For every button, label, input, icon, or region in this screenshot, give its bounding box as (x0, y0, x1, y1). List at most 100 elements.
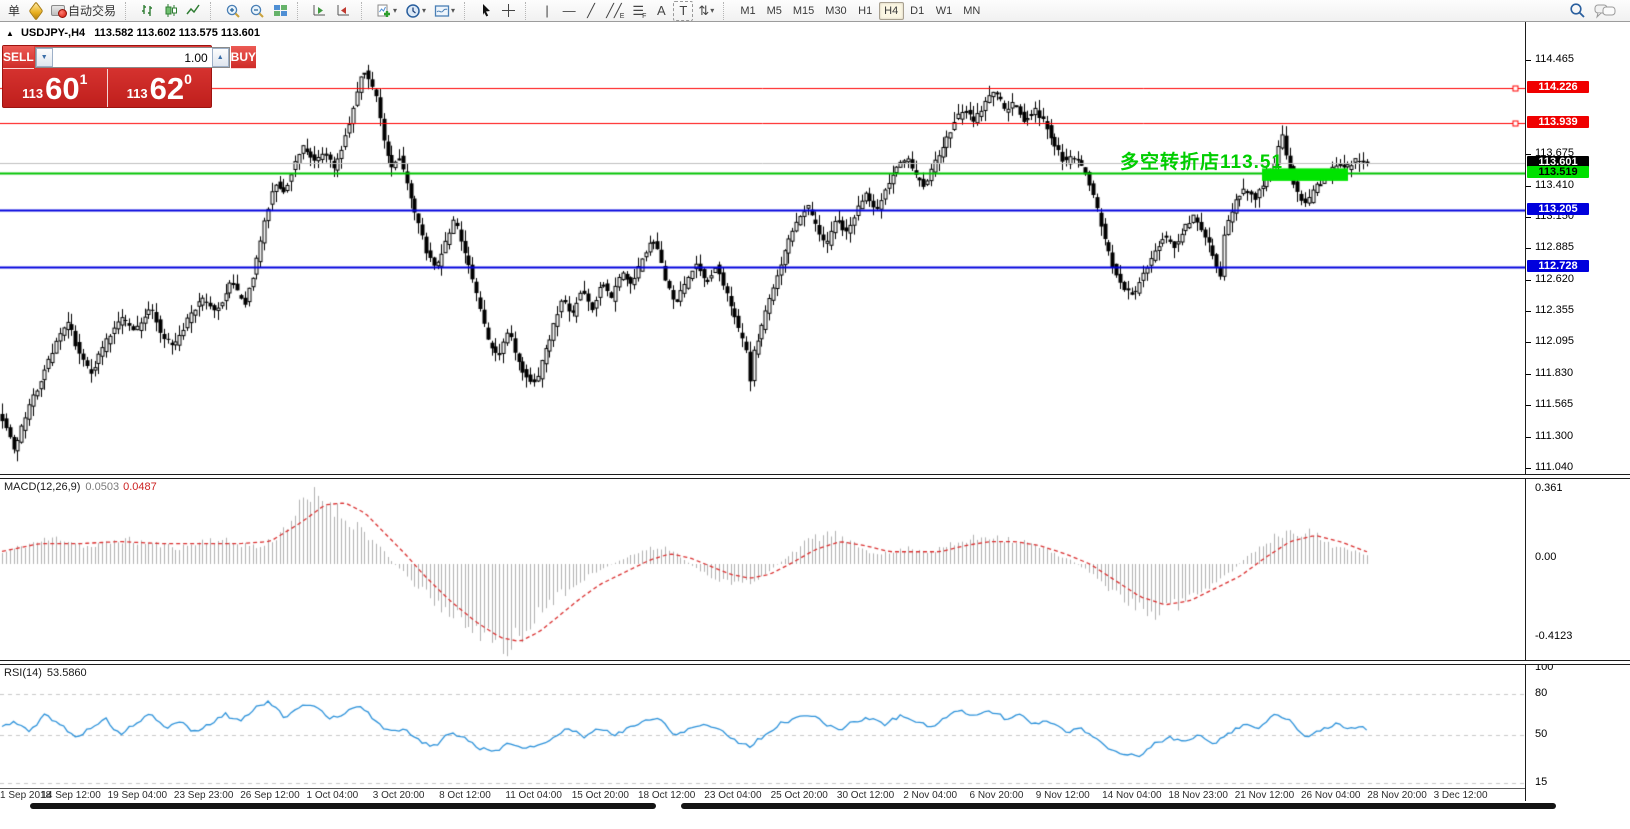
ask-big-digits: 62 (149, 71, 185, 106)
timeframe-button-W1[interactable]: W1 (935, 4, 953, 17)
macd-pane-canvas[interactable] (0, 479, 1525, 660)
crosshair-icon (502, 4, 516, 17)
price-level-label: 113.519 (1527, 165, 1589, 178)
channel-sub-letter: E (619, 12, 625, 20)
chevron-down-icon[interactable]: ▾ (422, 6, 427, 15)
price-level-label: 113.939 (1527, 115, 1589, 128)
price-axis: 114.465 113.675 113.410 113.150 112.885 112.6… (1525, 22, 1630, 801)
price-axis-tick: 111.040 (1535, 460, 1574, 473)
time-axis-label: 14 Sep 12:00 (41, 790, 101, 801)
axis-tick-mark (1526, 279, 1531, 281)
chevron-down-icon[interactable]: ▾ (710, 6, 715, 15)
macd-signal-value: 0.0487 (123, 481, 157, 493)
background-window-bar[interactable] (30, 803, 656, 809)
time-axis-label: 1 Oct 04:00 (306, 790, 359, 801)
axis-tick-mark (1526, 311, 1531, 313)
chart-title: ▲ USDJPY-,H4 113.582 113.602 113.575 113… (6, 27, 260, 39)
candlestick-chart-button[interactable] (160, 1, 181, 21)
price-level-label: 114.226 (1527, 81, 1589, 94)
fibonacci-icon: ☰ (632, 2, 645, 18)
bar-chart-button[interactable] (137, 1, 158, 21)
axis-tick-mark (1526, 216, 1531, 218)
timeframe-button-H4[interactable]: H4 (878, 1, 904, 20)
one-click-trading-panel: SELL ▼ ▲ BUY 113 60 1 113 62 0 (2, 45, 257, 108)
toolbar: 单 自动交易 (0, 0, 1630, 22)
line-chart-button[interactable] (183, 1, 204, 21)
toolbar-right-group (1569, 2, 1626, 19)
ask-sup-digit: 0 (184, 71, 192, 87)
periods-button[interactable]: ▾ (402, 1, 429, 21)
chart-shift-button[interactable] (333, 1, 355, 21)
axis-tick-mark (1526, 467, 1531, 469)
pane-divider[interactable] (0, 660, 1630, 665)
time-axis-label: 26 Nov 04:00 (1301, 790, 1361, 801)
volume-up-button[interactable]: ▲ (211, 48, 229, 67)
timeframe-button-H1[interactable]: H1 (858, 4, 873, 17)
zoom-out-button[interactable] (246, 1, 268, 21)
time-axis-label: 3 Dec 12:00 (1433, 790, 1488, 801)
time-axis-label: 21 Nov 12:00 (1234, 790, 1295, 801)
timeframe-button-M15[interactable]: M15 (792, 4, 815, 17)
arrows-tool[interactable]: ⇅ ▾ (695, 1, 717, 21)
timeframe-button-D1[interactable]: D1 (910, 4, 925, 17)
pane-divider[interactable] (0, 474, 1630, 479)
text-label-tool[interactable]: T (673, 0, 694, 21)
zoom-in-button[interactable] (222, 1, 244, 21)
cursor-button[interactable] (476, 1, 496, 21)
templates-button[interactable]: ▾ (431, 1, 458, 21)
time-axis-label: 26 Sep 12:00 (240, 790, 300, 801)
bid-price[interactable]: 113 60 1 (3, 69, 108, 107)
autotrading-label: 自动交易 (68, 4, 117, 18)
sell-button[interactable]: SELL (3, 46, 34, 69)
buy-button[interactable]: BUY (230, 46, 257, 69)
indicators-button[interactable]: ▾ (373, 1, 400, 21)
fibonacci-tool[interactable]: ☰ F (629, 1, 649, 21)
ask-price[interactable]: 113 62 0 (108, 69, 212, 107)
chevron-down-icon[interactable]: ▾ (451, 6, 456, 15)
axis-tick-mark (1526, 154, 1531, 156)
equidistant-channel-tool[interactable]: ╱╱ E (603, 1, 627, 21)
time-axis-label: 9 Nov 12:00 (1035, 790, 1090, 801)
bar-chart-icon (142, 5, 153, 16)
auto-scroll-button[interactable] (309, 1, 331, 21)
time-axis-label: 3 Oct 20:00 (372, 790, 425, 801)
background-window-bar[interactable] (681, 803, 1556, 809)
rsi-value: 53.5860 (46, 667, 87, 679)
rsi-pane-canvas[interactable] (0, 665, 1525, 788)
price-level-label: 113.601 (1527, 155, 1589, 168)
price-axis-tick: 111.830 (1535, 366, 1574, 379)
text-tool[interactable]: A (657, 3, 666, 18)
symbol-label: USDJPY-,H4 (20, 27, 86, 39)
volume-down-button[interactable]: ▼ (35, 48, 53, 67)
timeframe-button-M1[interactable]: M1 (740, 4, 756, 17)
trendline-tool[interactable]: ╱ (587, 2, 595, 18)
chart-annotation-text[interactable]: 多空转折店113.51 (1120, 152, 1284, 173)
time-axis-label: 2 Nov 04:00 (903, 790, 958, 801)
horizontal-line-tool[interactable]: — (562, 3, 576, 18)
time-axis-label: 8 Oct 12:00 (439, 790, 491, 801)
rsi-label: RSI(14) 53.5860 (4, 667, 87, 679)
search-icon[interactable] (1569, 2, 1586, 19)
price-axis-tick: 112.620 (1535, 272, 1574, 285)
timeframe-button-MN[interactable]: MN (963, 4, 981, 17)
chat-icon[interactable] (1594, 3, 1616, 19)
collapse-triangle-icon[interactable]: ▲ (6, 29, 14, 38)
volume-input[interactable] (52, 48, 212, 67)
macd-label: MACD(12,26,9) 0.0503 0.0487 (4, 481, 157, 493)
chevron-down-icon[interactable]: ▾ (393, 6, 398, 15)
crosshair-button[interactable] (498, 1, 519, 21)
autotrading-button[interactable]: 自动交易 (48, 1, 119, 21)
templates-icon (434, 4, 450, 17)
macd-axis-tick: 0.361 (1535, 482, 1563, 494)
channel-icon: ╱╱ (606, 2, 622, 18)
vertical-line-tool[interactable]: | (545, 3, 549, 18)
timeframe-button-M5[interactable]: M5 (766, 4, 782, 17)
new-order-button[interactable]: 单 (7, 4, 20, 18)
price-axis-tick: 111.300 (1535, 429, 1574, 442)
price-chart-canvas[interactable] (0, 22, 1525, 474)
timeframe-button-M30[interactable]: M30 (825, 4, 847, 17)
metaeditor-button[interactable] (26, 0, 46, 21)
tile-windows-button[interactable] (270, 1, 291, 21)
time-axis-border (0, 788, 1630, 789)
